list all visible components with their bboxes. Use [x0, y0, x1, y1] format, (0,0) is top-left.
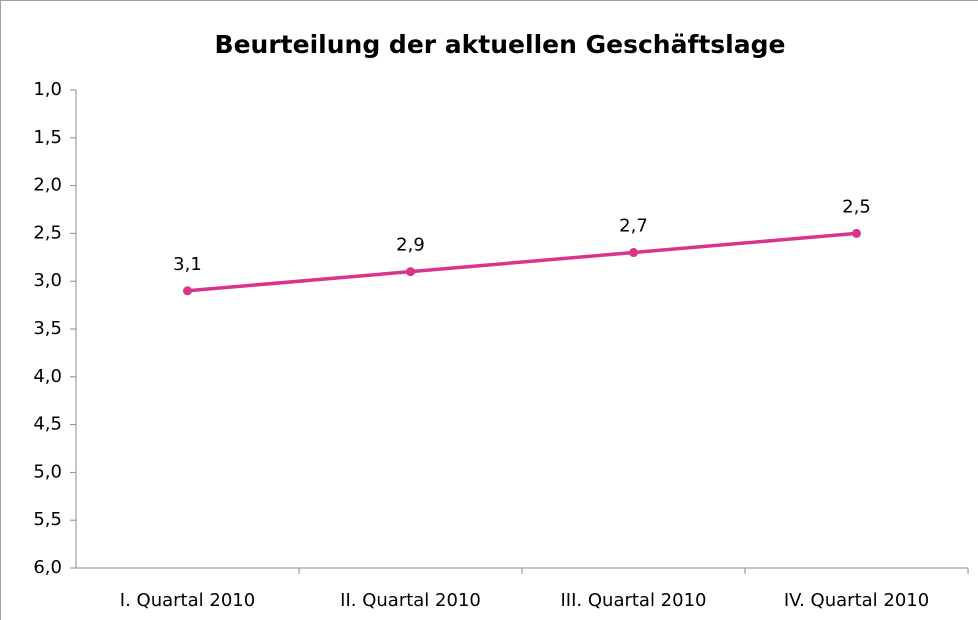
y-tick-label: 4,5	[33, 414, 62, 435]
y-tick-label: 4,0	[33, 366, 62, 387]
y-tick-label: 5,5	[33, 509, 62, 530]
data-label: 2,5	[842, 196, 871, 217]
y-tick-label: 2,5	[33, 222, 62, 243]
y-tick-label: 3,5	[33, 318, 62, 339]
y-tick-label: 5,0	[33, 461, 62, 482]
chart-title: Beurteilung der aktuellen Geschäftslage	[215, 30, 786, 59]
y-tick-label: 2,0	[33, 175, 62, 196]
marker	[852, 228, 861, 238]
y-tick-label: 6,0	[33, 557, 62, 578]
marker	[183, 286, 192, 296]
x-tick-label: II. Quartal 2010	[340, 590, 481, 611]
data-label: 2,7	[619, 216, 648, 237]
y-tick-label: 3,0	[33, 270, 62, 291]
marker	[629, 248, 638, 258]
x-tick-label: IV. Quartal 2010	[784, 590, 929, 611]
x-tick-label: I. Quartal 2010	[120, 590, 255, 611]
y-tick-label: 1,0	[33, 79, 62, 100]
line	[187, 231, 857, 293]
data-label: 2,9	[396, 235, 425, 256]
x-tick-label: III. Quartal 2010	[561, 590, 707, 611]
marker	[406, 267, 415, 277]
y-tick-label: 1,5	[33, 127, 62, 148]
data-label: 3,1	[173, 254, 202, 275]
